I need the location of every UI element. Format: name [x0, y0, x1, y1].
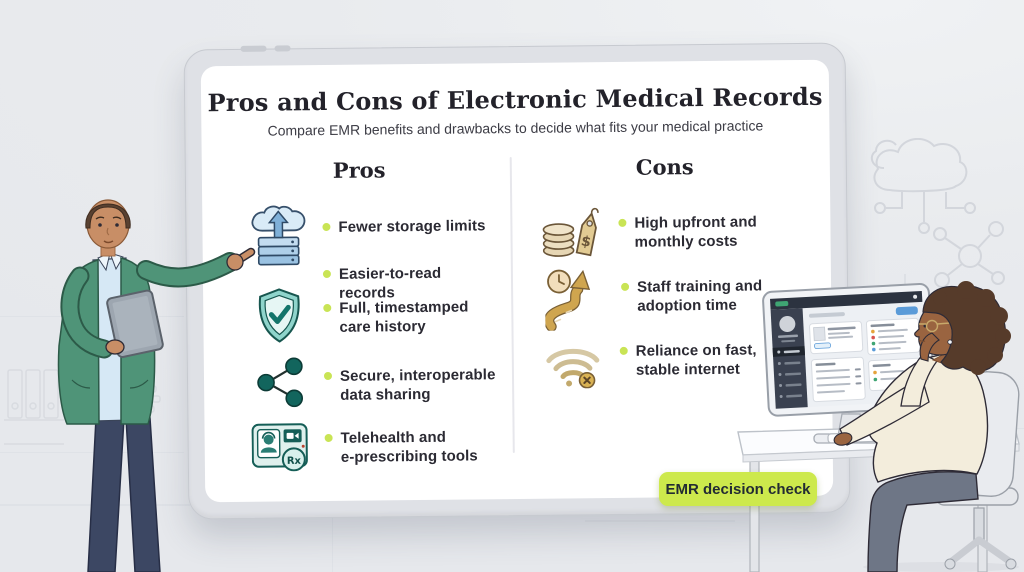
price-tag-coins-icon: $ — [542, 207, 599, 257]
pros-group: Rx Telehealth and e-prescribing tools — [251, 417, 502, 480]
pros-item: Telehealth and e-prescribing tools — [324, 427, 478, 467]
whiteboard-screen: Pros and Cons of Electronic Medical Reco… — [200, 59, 834, 503]
desk-leg — [749, 451, 760, 572]
wall-seam — [332, 506, 333, 572]
bullet-dot — [618, 218, 627, 227]
pros-item-label: Full, timestamped care history — [339, 298, 469, 336]
column-divider — [509, 157, 515, 454]
cons-item-label: High upfront and monthly costs — [634, 213, 757, 251]
tablet-button — [240, 45, 267, 52]
cloud-upload-server-icon — [251, 205, 306, 266]
cons-group: $ High upfront and monthly costs — [542, 202, 803, 271]
pros-item-label: Telehealth and e-prescribing tools — [340, 428, 478, 466]
presenter-man-illustration — [57, 199, 256, 572]
bullet-dot — [619, 346, 628, 355]
tablet-button — [274, 45, 291, 52]
glasses — [925, 319, 939, 333]
pros-item: Full, timestamped care history — [323, 298, 469, 338]
bullet-dot — [323, 303, 332, 313]
page-title: Pros and Cons of Electronic Medical Reco… — [207, 81, 823, 118]
bullet-dot — [324, 433, 333, 443]
rx-label: Rx — [287, 456, 302, 467]
bullet-dot — [621, 282, 630, 291]
badge-label: EMR decision check — [665, 480, 811, 498]
pros-item: Fewer storage limits — [322, 216, 486, 237]
pros-item-label: Fewer storage limits — [338, 217, 486, 236]
man-hand — [105, 339, 125, 355]
bullet-dot — [322, 269, 331, 279]
pros-header: Pros — [332, 157, 386, 183]
pros-group: Secure, interoperable data sharing — [255, 355, 506, 418]
cons-header: Cons — [635, 154, 694, 180]
wifi-dependency-icon — [546, 348, 600, 389]
dollar-label: $ — [580, 233, 593, 251]
clock-adoption-path-icon — [544, 269, 591, 331]
man-hand — [226, 253, 244, 271]
bullet-dot — [322, 222, 331, 232]
workstation-scene — [737, 274, 1020, 572]
earring — [947, 339, 953, 345]
seated-woman-illustration — [833, 281, 1011, 572]
man-hair — [85, 203, 131, 229]
man-left-arm — [62, 268, 112, 357]
pros-item: Secure, interoperable data sharing — [323, 365, 496, 405]
bullet-dot — [323, 371, 333, 381]
page-subtitle: Compare EMR benefits and drawbacks to de… — [267, 117, 764, 139]
emr-dashboard-screen — [770, 290, 928, 409]
cons-group: Reliance on fast, stable internet — [544, 336, 805, 399]
man-pointing-arm — [138, 254, 238, 286]
pros-item-label: Secure, interoperable data sharing — [339, 366, 496, 404]
handheld-tablet — [106, 289, 164, 358]
background-shelf-binders-decoration — [4, 369, 64, 445]
pros-group: Fewer storage limits Easier-to-read reco… — [249, 203, 500, 306]
wall-seam — [1012, 428, 1024, 429]
cons-group: Staff training and adoption time — [544, 266, 806, 335]
telehealth-tablet-icon: Rx — [251, 423, 308, 472]
man-leg — [87, 417, 125, 572]
shield-check-icon — [258, 288, 300, 343]
wall-seam — [0, 452, 184, 453]
background-molecule-decoration — [933, 221, 1005, 288]
pros-group: Full, timestamped care history — [255, 285, 506, 354]
background-cloud-network-decoration — [870, 138, 976, 234]
woman-hand-chin — [919, 332, 940, 362]
woman-hand — [833, 432, 853, 446]
baseboard-line — [585, 520, 735, 522]
whiteboard-tablet: Pros and Cons of Electronic Medical Reco… — [183, 42, 851, 520]
cons-item: High upfront and monthly costs — [618, 212, 757, 252]
emr-decision-check-badge: EMR decision check — [659, 472, 817, 506]
man-leg — [125, 417, 161, 572]
woman-legs — [867, 471, 979, 572]
share-network-icon — [257, 357, 304, 408]
